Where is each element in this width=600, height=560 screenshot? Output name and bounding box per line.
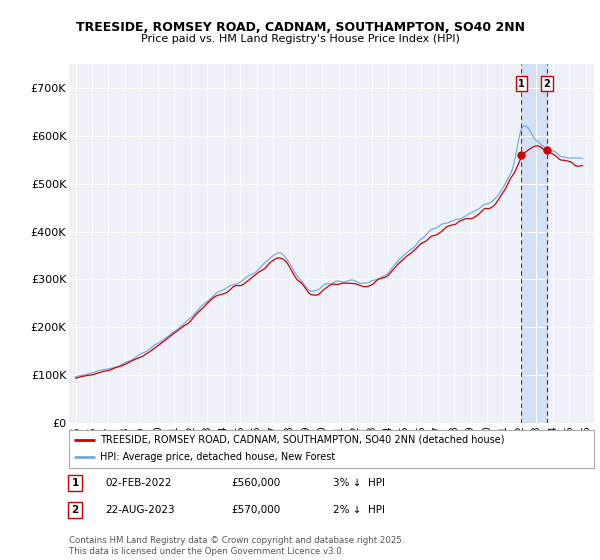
Text: 1: 1 bbox=[518, 78, 525, 88]
Text: £560,000: £560,000 bbox=[231, 478, 280, 488]
Text: 3% ↓  HPI: 3% ↓ HPI bbox=[333, 478, 385, 488]
Text: TREESIDE, ROMSEY ROAD, CADNAM, SOUTHAMPTON, SO40 2NN: TREESIDE, ROMSEY ROAD, CADNAM, SOUTHAMPT… bbox=[76, 21, 524, 34]
Text: Contains HM Land Registry data © Crown copyright and database right 2025.
This d: Contains HM Land Registry data © Crown c… bbox=[69, 536, 404, 556]
Text: 1: 1 bbox=[71, 478, 79, 488]
Text: TREESIDE, ROMSEY ROAD, CADNAM, SOUTHAMPTON, SO40 2NN (detached house): TREESIDE, ROMSEY ROAD, CADNAM, SOUTHAMPT… bbox=[101, 435, 505, 445]
Text: £570,000: £570,000 bbox=[231, 505, 280, 515]
Text: 2: 2 bbox=[544, 78, 550, 88]
Text: 2: 2 bbox=[71, 505, 79, 515]
Text: HPI: Average price, detached house, New Forest: HPI: Average price, detached house, New … bbox=[101, 452, 336, 463]
Text: 2% ↓  HPI: 2% ↓ HPI bbox=[333, 505, 385, 515]
Bar bbox=[521, 64, 547, 423]
Text: Price paid vs. HM Land Registry's House Price Index (HPI): Price paid vs. HM Land Registry's House … bbox=[140, 34, 460, 44]
Text: 22-AUG-2023: 22-AUG-2023 bbox=[105, 505, 175, 515]
Text: 02-FEB-2022: 02-FEB-2022 bbox=[105, 478, 172, 488]
